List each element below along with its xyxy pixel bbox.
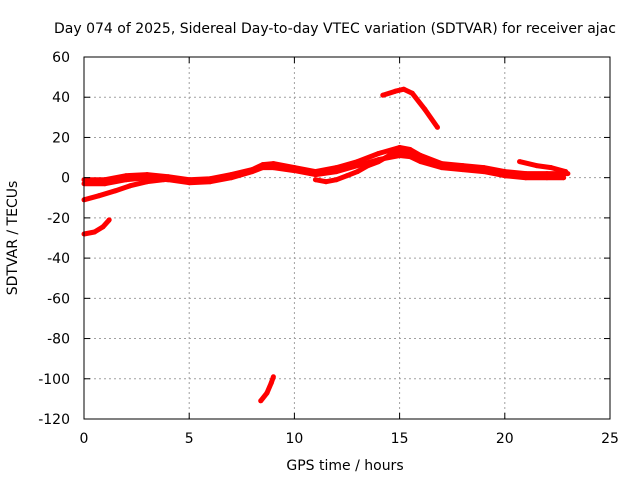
y-tick-label: -120 <box>38 412 70 428</box>
data-point <box>422 106 428 112</box>
series-deep-negative-segment <box>258 375 276 403</box>
y-tick-label: -20 <box>47 211 70 227</box>
data-point <box>563 169 569 175</box>
data-point <box>517 159 522 165</box>
data-point <box>439 165 445 171</box>
y-tick-label: 60 <box>52 50 70 66</box>
data-point <box>323 179 329 185</box>
data-point <box>102 181 108 187</box>
data-point <box>386 153 392 158</box>
data-point <box>334 169 339 175</box>
data-point <box>502 169 508 175</box>
data-point <box>96 193 102 199</box>
data-point <box>228 175 234 181</box>
x-tick-label: 10 <box>285 431 303 447</box>
data-point <box>186 180 192 186</box>
data-point <box>264 390 270 396</box>
data-point <box>392 88 398 94</box>
data-point <box>165 177 171 183</box>
data-point <box>460 163 466 169</box>
data-point <box>355 169 360 175</box>
data-point <box>312 177 318 183</box>
series-low-start-segment <box>83 218 112 237</box>
data-point <box>268 380 274 386</box>
data-point <box>502 173 508 179</box>
series-main-band-lower <box>84 153 564 187</box>
data-series <box>81 86 571 404</box>
data-point <box>113 188 119 194</box>
x-tick-label: 25 <box>601 431 619 447</box>
y-axis-label: SDTVAR / TECUs <box>5 181 21 296</box>
data-point <box>355 163 360 169</box>
axis-ticks: 0 5 10 15 20 25 -120 -100 -80 -60 -40 -20 0 20 40 60 <box>38 50 619 447</box>
data-point <box>260 165 266 171</box>
data-point <box>544 175 550 181</box>
data-point <box>544 171 550 177</box>
data-point <box>270 161 276 167</box>
chart-title: Day 074 of 2025, Sidereal Day-to-day VTE… <box>54 21 616 37</box>
data-point <box>249 169 255 175</box>
data-point <box>523 175 529 181</box>
series-spike-high-segment <box>382 86 440 129</box>
data-point <box>106 217 112 223</box>
data-point <box>334 177 339 183</box>
data-point <box>376 159 382 165</box>
y-tick-label: 20 <box>52 130 70 146</box>
data-point <box>365 163 371 169</box>
y-tick-label: -80 <box>47 332 70 348</box>
data-point <box>291 168 297 174</box>
series-early-rising-segment <box>83 177 165 203</box>
x-axis-label: GPS time / hours <box>286 458 403 474</box>
plot-frame <box>83 56 611 420</box>
data-point <box>481 169 487 175</box>
data-point <box>380 92 386 98</box>
data-point <box>397 145 403 150</box>
y-tick-label: -100 <box>38 372 70 388</box>
series-late-segment <box>518 159 567 175</box>
data-point <box>533 163 539 169</box>
y-tick-label: 40 <box>52 90 70 106</box>
data-point <box>258 398 264 404</box>
data-point <box>270 165 276 171</box>
data-point <box>409 90 415 96</box>
data-point <box>312 172 318 178</box>
data-point <box>418 155 424 161</box>
data-point <box>123 177 129 183</box>
y-tick-label: 0 <box>61 171 70 187</box>
data-point <box>376 151 382 156</box>
data-point <box>127 183 133 189</box>
data-point <box>144 179 150 185</box>
data-point <box>144 175 150 181</box>
data-point <box>100 224 106 230</box>
series-main-band-upper <box>84 145 568 183</box>
x-tick-label: 20 <box>496 431 514 447</box>
data-point <box>460 167 466 173</box>
data-point <box>481 165 487 171</box>
data-point <box>92 229 97 235</box>
data-point <box>123 173 129 179</box>
x-tick-label: 5 <box>185 431 194 447</box>
data-point <box>407 151 413 156</box>
x-tick-label: 15 <box>391 431 409 447</box>
data-point <box>435 124 440 130</box>
grid <box>84 57 610 419</box>
data-point <box>270 374 276 380</box>
x-tick-label: 0 <box>80 431 89 447</box>
data-point <box>207 179 213 185</box>
data-point <box>344 173 350 179</box>
data-point <box>548 165 554 171</box>
data-point <box>161 177 167 183</box>
data-point <box>523 171 529 177</box>
y-tick-label: -40 <box>47 251 70 267</box>
data-point <box>561 175 567 181</box>
data-point <box>397 149 403 154</box>
data-point <box>401 86 407 92</box>
data-point <box>428 159 434 165</box>
y-tick-label: -60 <box>47 291 70 307</box>
